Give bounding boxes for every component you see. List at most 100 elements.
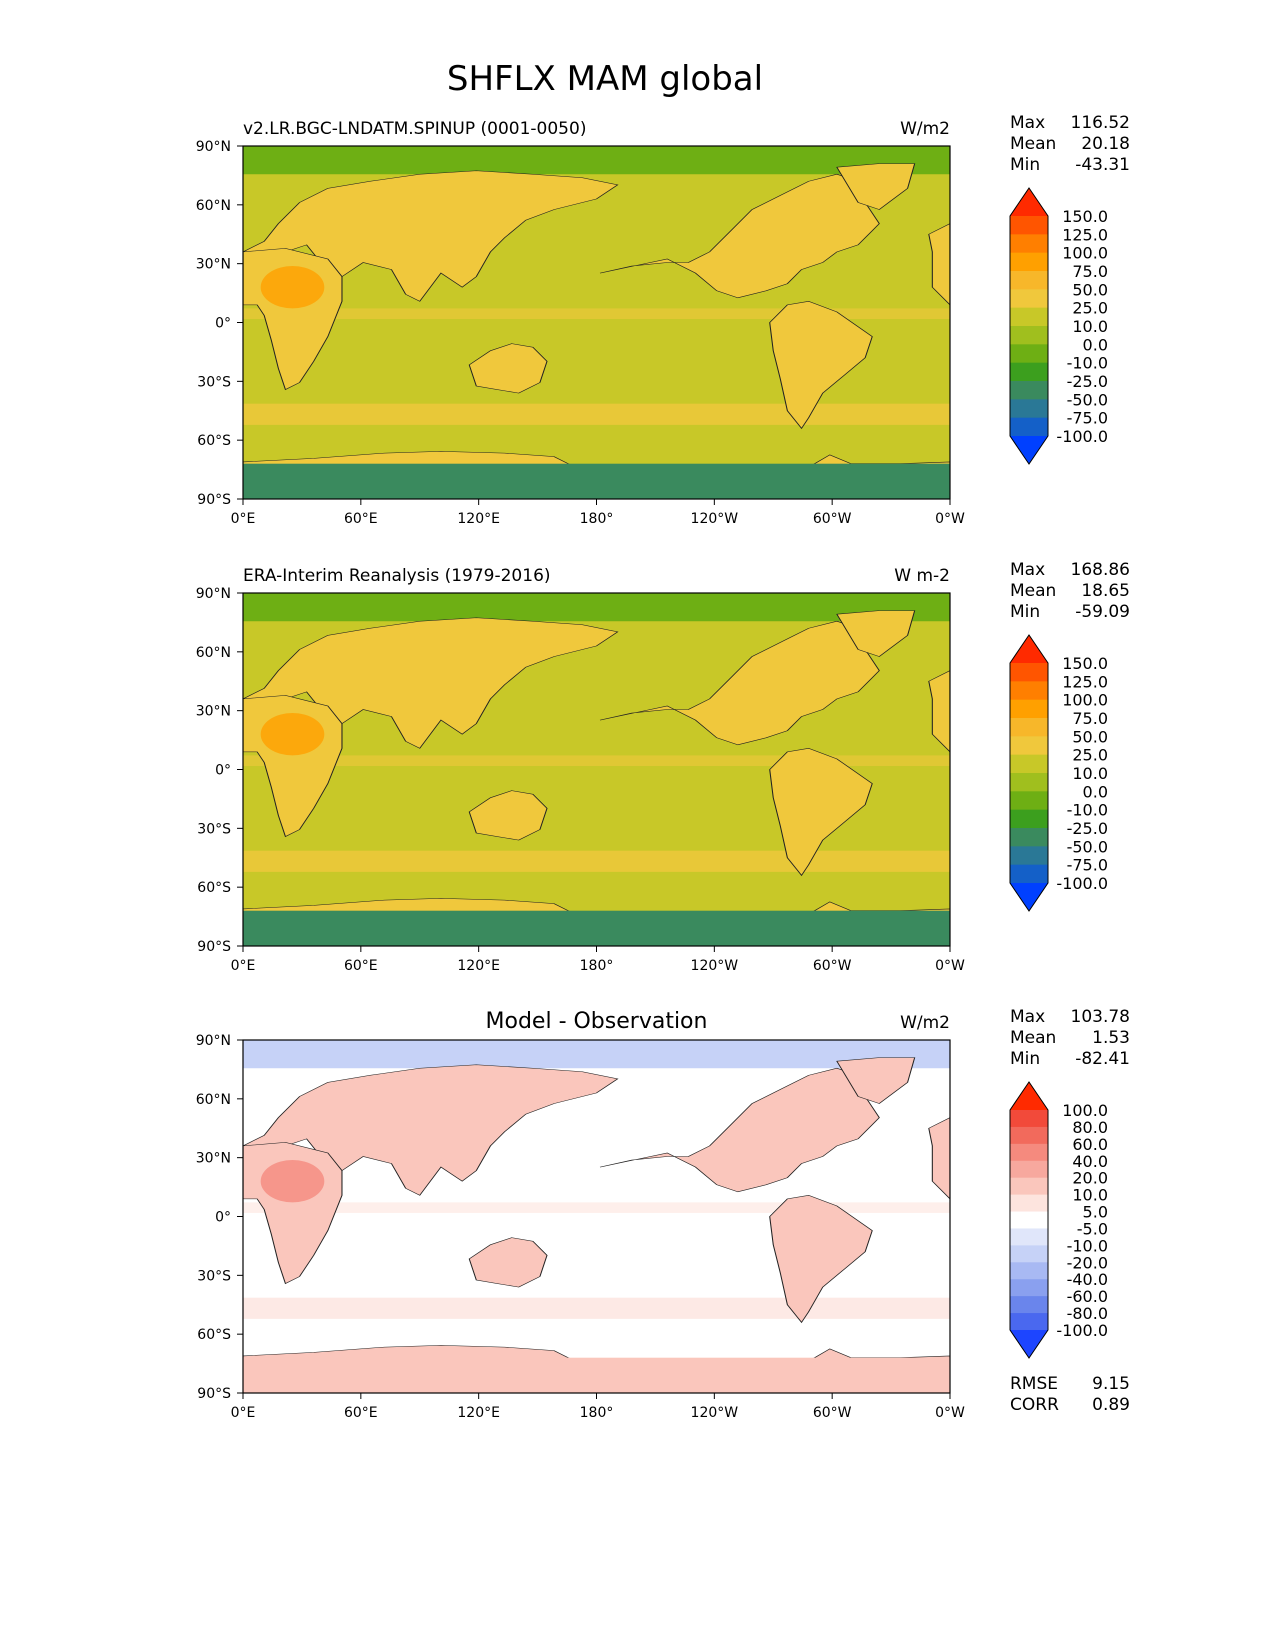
colorbar-segment bbox=[1010, 1211, 1048, 1229]
lat-tick-label: 60°N bbox=[196, 645, 231, 661]
lat-tick-label: 90°S bbox=[197, 939, 231, 955]
colorbar-segment bbox=[1010, 307, 1048, 327]
colorbar-segment bbox=[1010, 699, 1048, 719]
colorbar-tick-label: 150.0 bbox=[1062, 654, 1108, 673]
map-model bbox=[243, 146, 950, 499]
arctic-band bbox=[243, 146, 950, 175]
colorbar-segment bbox=[1010, 1194, 1048, 1213]
colorbar-tick-label: 40.0 bbox=[1072, 1152, 1108, 1171]
lat-tick-label: 90°S bbox=[197, 492, 231, 508]
colorbar-tick-label: 10.0 bbox=[1072, 1186, 1108, 1205]
colorbar-tick-label: 25.0 bbox=[1072, 299, 1108, 318]
colorbar-segment bbox=[1010, 381, 1048, 400]
lat-tick-label: 60°N bbox=[196, 198, 231, 214]
colorbar-segment bbox=[1010, 216, 1048, 235]
colorbar-tick-label: 50.0 bbox=[1072, 280, 1108, 299]
colorbar-segment bbox=[1010, 417, 1048, 437]
colorbar-tick-label: -10.0 bbox=[1067, 1236, 1108, 1255]
colorbar-segment bbox=[1010, 399, 1048, 419]
stat-value: -82.41 bbox=[1075, 1049, 1130, 1069]
equatorial-band bbox=[243, 1202, 950, 1213]
colorbar-segment bbox=[1010, 362, 1048, 382]
map-diff bbox=[243, 1040, 950, 1393]
stat-label: Max bbox=[1010, 1007, 1045, 1027]
arctic-band bbox=[243, 1040, 950, 1069]
lon-tick-label: 60°W bbox=[813, 1405, 852, 1421]
lat-tick-label: 0° bbox=[215, 316, 231, 332]
stat-label: Min bbox=[1010, 155, 1040, 175]
stat-label: Min bbox=[1010, 602, 1040, 622]
lat-tick-label: 30°N bbox=[196, 704, 231, 720]
lat-tick-label: 30°N bbox=[196, 257, 231, 273]
panel-obs: 90°N 60°N 30°N 0° 30°S 60°S 90°S0°E 60°E 120°E 18… bbox=[196, 560, 1130, 974]
colorbar-tick-label: 60.0 bbox=[1072, 1135, 1108, 1154]
colorbar-segment bbox=[1010, 289, 1048, 309]
stat-value: -59.09 bbox=[1075, 602, 1130, 622]
map-obs bbox=[243, 593, 950, 946]
colorbar-segment bbox=[1010, 718, 1048, 737]
colorbar-segment bbox=[1010, 1245, 1048, 1263]
lon-tick-label: 60°E bbox=[344, 511, 378, 527]
stat-value: 1.53 bbox=[1092, 1028, 1130, 1048]
colorbar-tick-label: 150.0 bbox=[1062, 207, 1108, 226]
panel-title: ERA-Interim Reanalysis (1979-2016) bbox=[243, 566, 551, 586]
equatorial-band bbox=[243, 308, 950, 319]
error-stat-label: CORR bbox=[1010, 1395, 1059, 1415]
lon-tick-label: 60°E bbox=[344, 1405, 378, 1421]
colorbar-max-extend bbox=[1010, 188, 1048, 216]
colorbar-segment bbox=[1010, 663, 1048, 682]
lat-tick-label: 0° bbox=[215, 763, 231, 779]
antarctic-fill bbox=[243, 910, 950, 946]
lon-tick-label: 180° bbox=[580, 958, 614, 974]
stat-value: 168.86 bbox=[1071, 560, 1130, 580]
colorbar-tick-label: 10.0 bbox=[1072, 317, 1108, 336]
lon-tick-label: 180° bbox=[580, 511, 614, 527]
colorbar-tick-label: 80.0 bbox=[1072, 1118, 1108, 1137]
colorbar-segment bbox=[1010, 1296, 1048, 1314]
southern-ocean-band bbox=[243, 403, 950, 425]
panel-model: 90°N 60°N 30°N 0° 30°S 60°S 90°S0°E 60°E 120°E 18… bbox=[196, 113, 1130, 527]
colorbar-tick-label: -60.0 bbox=[1067, 1287, 1108, 1306]
figure-title: SHFLX MAM global bbox=[447, 59, 763, 99]
colorbar-tick-label: 75.0 bbox=[1072, 709, 1108, 728]
lat-tick-label: 90°N bbox=[196, 139, 231, 155]
lat-tick-label: 30°N bbox=[196, 1151, 231, 1167]
error-stat-label: RMSE bbox=[1010, 1374, 1058, 1394]
colorbar-segment bbox=[1010, 1143, 1048, 1162]
antarctic-fill bbox=[243, 1357, 950, 1393]
colorbar-segment bbox=[1010, 754, 1048, 774]
colorbar-segment bbox=[1010, 1262, 1048, 1280]
colorbar-tick-label: 0.0 bbox=[1083, 782, 1108, 801]
colorbar-segment bbox=[1010, 271, 1048, 290]
stat-label: Max bbox=[1010, 560, 1045, 580]
sahara-hotspot bbox=[260, 1160, 325, 1203]
colorbar-segment bbox=[1010, 1160, 1048, 1179]
colorbar-tick-label: -25.0 bbox=[1067, 372, 1108, 391]
stat-label: Mean bbox=[1010, 581, 1056, 601]
colorbar-segment bbox=[1010, 252, 1048, 272]
stat-value: 103.78 bbox=[1071, 1007, 1130, 1027]
colorbar: 150.0125.0100.075.050.025.010.00.0-10.0-… bbox=[1009, 634, 1108, 912]
colorbar-tick-label: -100.0 bbox=[1056, 874, 1108, 893]
lon-tick-label: 60°E bbox=[344, 958, 378, 974]
lat-tick-label: 0° bbox=[215, 1210, 231, 1226]
lon-tick-label: 180° bbox=[580, 1405, 614, 1421]
southern-ocean-band bbox=[243, 1297, 950, 1319]
panel-title: v2.LR.BGC-LNDATM.SPINUP (0001-0050) bbox=[243, 119, 586, 139]
colorbar-max-extend bbox=[1010, 1082, 1048, 1110]
lat-tick-label: 90°N bbox=[196, 1033, 231, 1049]
colorbar-tick-label: -5.0 bbox=[1077, 1219, 1108, 1238]
stat-label: Min bbox=[1010, 1049, 1040, 1069]
colorbar-min-extend bbox=[1010, 1330, 1048, 1358]
colorbar-segment bbox=[1010, 681, 1048, 701]
colorbar-tick-label: 100.0 bbox=[1062, 244, 1108, 263]
lat-tick-label: 60°S bbox=[197, 1327, 231, 1343]
colorbar-segment bbox=[1010, 1313, 1048, 1331]
colorbar-tick-label: 0.0 bbox=[1083, 335, 1108, 354]
units-label: W m-2 bbox=[894, 566, 950, 586]
stat-value: -43.31 bbox=[1075, 155, 1130, 175]
sahara-hotspot bbox=[260, 713, 325, 756]
stat-value: 20.18 bbox=[1081, 134, 1130, 154]
colorbar-tick-label: -100.0 bbox=[1056, 427, 1108, 446]
